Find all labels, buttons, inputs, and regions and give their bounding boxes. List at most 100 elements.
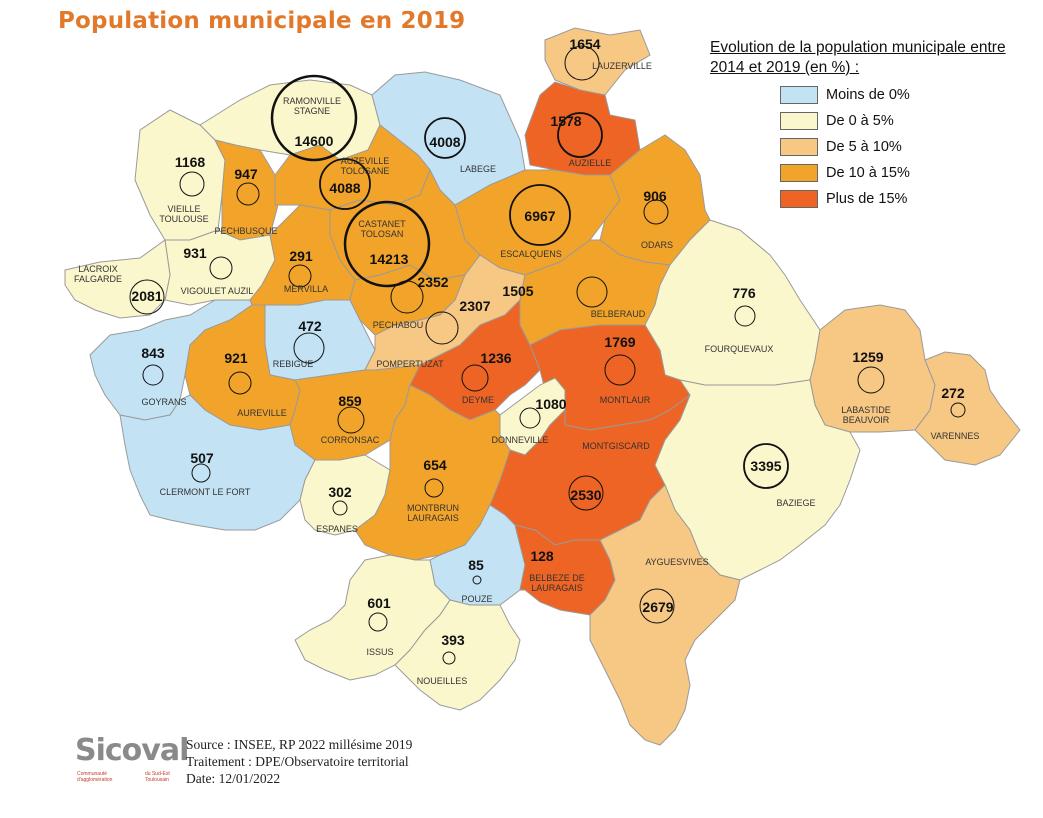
population-label-montlaur: 1769 <box>604 334 635 350</box>
legend-item: De 10 à 15% <box>780 160 1040 186</box>
commune-name-montlaur: MONTLAUR <box>600 395 651 405</box>
logo-subtitle-right: du Sud-Est Toulousain <box>145 771 170 783</box>
population-circle-pechbusque <box>236 182 260 206</box>
population-circle-labastide <box>857 366 885 394</box>
legend-label: De 0 à 5% <box>826 113 894 129</box>
commune-name-odars: ODARS <box>641 240 673 250</box>
population-circle-odars <box>643 199 669 225</box>
commune-area-pechbusque <box>214 139 279 241</box>
commune-name-ramonville: RAMONVILLE STAGNE <box>283 96 341 116</box>
commune-name-aureville: AUREVILLE <box>237 408 287 418</box>
commune-area-montbrun <box>354 384 511 561</box>
population-label-varennes: 272 <box>941 385 965 401</box>
population-label-pouze: 85 <box>468 557 484 573</box>
population-circle-varennes <box>950 402 966 418</box>
population-label-corronsac: 859 <box>338 393 362 409</box>
commune-name-labege: LABEGE <box>460 164 496 174</box>
commune-name-auzielle: AUZIELLE <box>569 158 612 168</box>
population-label-odars: 906 <box>643 188 667 204</box>
population-label-auzeville: 4088 <box>329 180 360 196</box>
population-circle-auzeville <box>319 158 371 210</box>
legend: Evolution de la population municipale en… <box>710 38 1040 212</box>
commune-ayguesvives <box>589 484 741 746</box>
commune-area-varennes <box>914 351 1021 466</box>
commune-name-fourquevaux: FOURQUEVAUX <box>705 344 774 354</box>
legend-item: De 5 à 10% <box>780 134 1040 160</box>
legend-item: Moins de 0% <box>780 82 1040 108</box>
population-label-espanes: 302 <box>328 484 352 500</box>
population-label-labege: 4008 <box>429 134 460 150</box>
commune-lacroix <box>64 239 171 319</box>
logo-text: Sicoval <box>75 733 189 768</box>
population-circle-fourquevaux <box>734 305 756 327</box>
legend-title: Evolution de la population municipale en… <box>710 39 1006 76</box>
population-circle-montgiscard <box>568 475 604 511</box>
population-label-montbrun: 654 <box>423 457 447 473</box>
population-circle-pechabou <box>390 280 424 314</box>
population-label-noueilles: 393 <box>441 632 465 648</box>
population-label-aureville: 921 <box>224 350 248 366</box>
commune-name-varennes: VARENNES <box>931 431 980 441</box>
commune-name-montbrun: MONTBRUN LAURAGAIS <box>407 503 459 523</box>
population-label-pechbusque: 947 <box>234 166 258 182</box>
population-circle-ayguesvives <box>639 588 675 624</box>
legend-label: Plus de 15% <box>826 191 908 207</box>
commune-lauzerville <box>544 27 651 96</box>
population-label-clermont: 507 <box>190 450 214 466</box>
population-circle-castanet <box>343 200 431 288</box>
population-label-lacroix: 2081 <box>131 288 162 304</box>
commune-area-vieille-toulouse <box>134 109 226 241</box>
commune-name-auzeville: AUZEVILLE TOLOSANE <box>341 156 390 176</box>
population-label-auzielle: 1578 <box>550 113 581 129</box>
population-label-escalquens: 6967 <box>524 208 555 224</box>
population-label-deyme: 1236 <box>480 350 511 366</box>
population-label-donneville: 1080 <box>535 396 566 412</box>
commune-issus <box>294 554 451 681</box>
population-label-belberaud: 1505 <box>502 283 533 299</box>
population-circle-pouze <box>472 575 482 585</box>
labels-layer: 1654 LAUZERVILLE 14600 RAMONVILLE STAGNE 4008… <box>74 36 979 686</box>
map-title: Population municipale en 2019 <box>58 8 466 34</box>
population-circle-rebigue <box>293 332 325 364</box>
population-circle-vigoulet <box>209 256 233 280</box>
commune-name-montgiscard: MONTGISCARD <box>582 441 650 451</box>
commune-name-labastide: LABASTIDE BEAUVOIR <box>841 405 891 425</box>
commune-vieille-toulouse <box>134 109 226 241</box>
population-label-fourquevaux: 776 <box>732 285 756 301</box>
population-label-goyrans: 843 <box>141 345 165 361</box>
population-circle-labege <box>424 117 466 159</box>
population-label-pompertuzat: 2307 <box>459 298 490 314</box>
population-circle-montlaur <box>604 354 636 386</box>
sicoval-logo: Sicoval Communauté d'agglomération du Su… <box>75 733 189 785</box>
commune-name-donneville: DONNEVILLE <box>491 435 548 445</box>
commune-name-espanes: ESPANES <box>316 524 358 534</box>
population-circle-pompertuzat <box>425 311 459 345</box>
population-circle-donneville <box>519 407 541 429</box>
logo-subtitle-left: Communauté d'agglomération <box>77 771 113 783</box>
population-circle-goyrans <box>142 364 164 386</box>
commune-name-escalquens: ESCALQUENS <box>500 249 562 259</box>
population-circle-ramonville <box>270 74 358 162</box>
commune-name-clermont: CLERMONT LE FORT <box>160 487 251 497</box>
population-circle-issus <box>368 612 388 632</box>
population-circle-escalquens <box>509 184 571 246</box>
commune-area-issus <box>294 554 451 681</box>
population-label-vieille-toulouse: 1168 <box>175 154 206 170</box>
commune-name-noueilles: NOUEILLES <box>417 676 468 686</box>
commune-pechbusque <box>214 139 279 241</box>
population-label-ayguesvives: 2679 <box>642 599 673 615</box>
legend-label: De 5 à 10% <box>826 139 902 155</box>
population-circle-noueilles <box>442 651 456 665</box>
population-label-baziege: 3395 <box>750 458 781 474</box>
commune-area-ayguesvives <box>589 484 741 746</box>
commune-name-lauzerville: LAUZERVILLE <box>592 61 652 71</box>
population-circle-espanes <box>332 500 348 516</box>
population-circle-lauzerville <box>564 45 600 81</box>
date-line: Date: 12/01/2022 <box>186 771 281 786</box>
population-label-lauzerville: 1654 <box>569 36 600 52</box>
commune-name-ayguesvives: AYGUESVIVES <box>645 557 708 567</box>
population-label-labastide: 1259 <box>852 349 883 365</box>
commune-name-corronsac: CORRONSAC <box>321 435 380 445</box>
population-label-mervilla: 291 <box>289 248 313 264</box>
